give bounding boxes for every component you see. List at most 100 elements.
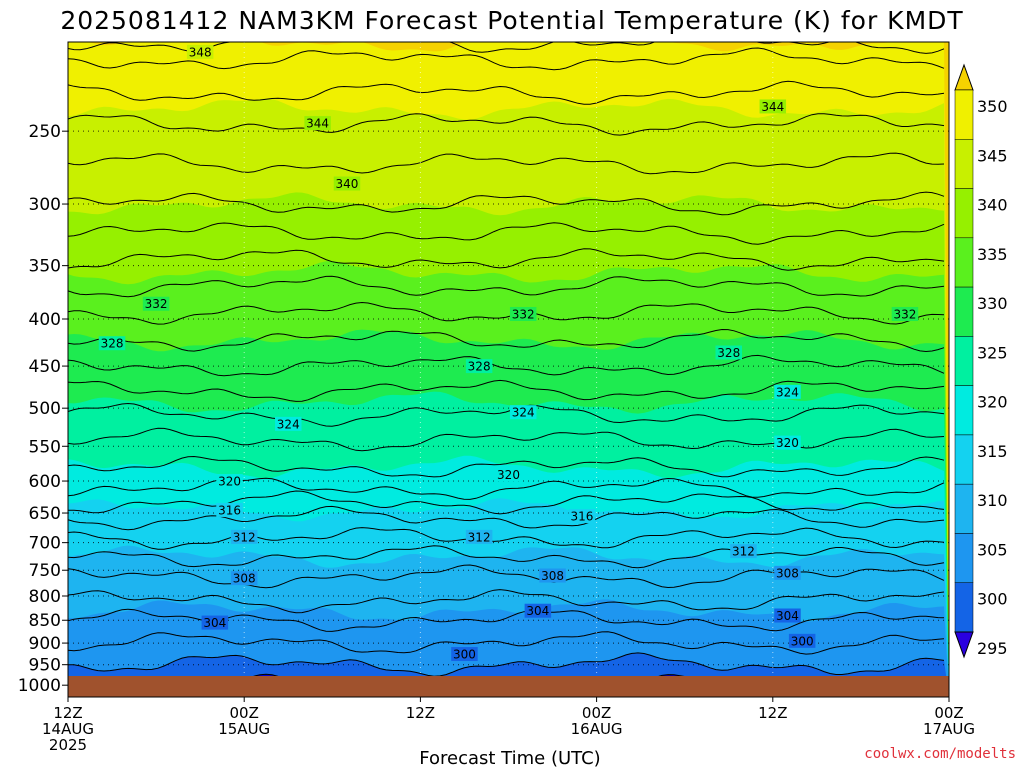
- contour-label: 304: [776, 609, 799, 623]
- contour-label: 316: [570, 510, 593, 524]
- contour-label-bg: [759, 99, 787, 114]
- x-tick-label: 14AUG: [42, 720, 94, 738]
- chart-title: 2025081412 NAM3KM Forecast Potential Tem…: [60, 6, 963, 35]
- contour-line: [68, 80, 945, 105]
- contour-label-bg: [539, 568, 566, 583]
- x-tick-label: 2025: [49, 736, 87, 754]
- contour-line: [68, 152, 945, 175]
- contour-label: 300: [453, 648, 476, 662]
- y-tick-label: 850: [29, 611, 61, 631]
- contour-label-bg: [216, 502, 243, 517]
- colorbar-tick-label: 310: [977, 491, 1008, 510]
- contour-line: [68, 42, 945, 54]
- y-tick-label: 1000: [18, 676, 61, 696]
- colorbar-swatch: [954, 336, 974, 386]
- colorbar-tick-label: 345: [977, 146, 1008, 165]
- contour-label: 320: [776, 436, 799, 450]
- y-tick-label: 250: [29, 122, 61, 142]
- contour-label: 332: [145, 297, 168, 311]
- contour-labels: 348 344 344 340 332 332 332 328 328 328 324 324 324 3…: [98, 44, 919, 662]
- contour-label-bg: [333, 176, 361, 191]
- colorbar-swatch: [954, 582, 974, 633]
- contour-label-bg: [465, 529, 493, 544]
- contour-label-bg: [495, 467, 522, 482]
- contour-label: 320: [218, 475, 241, 489]
- colorbar-swatch: [954, 533, 974, 583]
- contour-line: [68, 47, 945, 71]
- colorbar-swatch: [954, 139, 974, 189]
- contour-label: 324: [512, 406, 535, 420]
- colorbar-swatch: [954, 483, 974, 534]
- contour-label-bg: [465, 359, 493, 374]
- contour-label: 316: [218, 503, 241, 517]
- contour-line: [68, 379, 945, 402]
- x-tick-label: 00Z: [582, 704, 611, 722]
- y-tick-label: 700: [29, 534, 61, 554]
- colorbar: 350 345 340 335 330 325 320 315 310 305 300 295: [954, 63, 1008, 659]
- x-tick-label: 15AUG: [218, 720, 270, 738]
- colorbar-swatch: [954, 286, 974, 337]
- contour-label-bg: [774, 565, 801, 580]
- contour-label-bg: [98, 336, 126, 351]
- contour-label: 328: [468, 360, 491, 374]
- y-tick-label: 550: [29, 437, 61, 457]
- plot-area: 348 344 344 340 332 332 332 328 328 328 324 324 324 3…: [68, 42, 949, 697]
- contour-label-bg: [788, 633, 816, 648]
- y-tick-label: 750: [29, 561, 61, 581]
- colorbar-swatch: [954, 237, 974, 288]
- contour-label-bg: [142, 296, 170, 311]
- contour-label-bg: [186, 44, 214, 59]
- contour-label-bg: [509, 306, 537, 321]
- contour-label-bg: [774, 384, 801, 399]
- contour-label: 332: [512, 307, 535, 321]
- contour-line: [68, 222, 945, 245]
- contour-line: [68, 275, 945, 298]
- contour-label-bg: [201, 615, 229, 630]
- contour-label-bg: [730, 544, 757, 559]
- contour-label: 312: [468, 530, 491, 544]
- x-tick-label: 00Z: [934, 704, 963, 722]
- y-tick-label: 900: [29, 634, 61, 654]
- y-tick-label: 800: [29, 587, 61, 607]
- contour-label: 324: [277, 417, 300, 431]
- x-tick-label: 00Z: [230, 704, 259, 722]
- contour-label-bg: [230, 529, 258, 544]
- contour-label-bg: [774, 608, 801, 623]
- y-tick-label: 450: [29, 357, 61, 377]
- x-tick-label: 12Z: [53, 704, 82, 722]
- contour-line: [68, 631, 945, 655]
- ground-surface: [68, 676, 949, 697]
- colorbar-tick-label: 295: [977, 639, 1008, 658]
- colorbar-tick-label: 315: [977, 442, 1008, 461]
- y-axis: 250 300 350 400 450 500 550 600 650 700 750 800 850 9…: [18, 122, 68, 696]
- contour-label-bg: [230, 571, 258, 586]
- colorbar-tick-label: 300: [977, 590, 1008, 609]
- contour-label: 312: [732, 545, 755, 559]
- y-tick-label: 300: [29, 195, 61, 215]
- contour-label: 308: [776, 566, 799, 580]
- colorbar-swatch: [954, 188, 974, 239]
- x-axis-label: Forecast Time (UTC): [419, 748, 600, 768]
- y-tick-label: 350: [29, 257, 61, 277]
- colorbar-tick-label: 340: [977, 196, 1008, 215]
- contour-label: 308: [541, 569, 564, 583]
- contour-label: 348: [189, 45, 212, 59]
- contour-line: [68, 248, 945, 271]
- contour-label-bg: [891, 306, 919, 321]
- contour-label: 304: [526, 604, 549, 618]
- contour-label: 324: [776, 385, 799, 399]
- colorbar-arrow-top: [954, 63, 974, 91]
- contour-line: [68, 301, 945, 325]
- contour-label-bg: [304, 116, 331, 131]
- contour-label: 308: [233, 572, 256, 586]
- contour-label: 328: [717, 346, 740, 360]
- contour-label: 320: [497, 468, 520, 482]
- contour-line: [68, 545, 945, 569]
- colorbar-swatch: [954, 89, 974, 140]
- colorbar-tick-label: 325: [977, 343, 1008, 362]
- contour-label-bg: [509, 405, 537, 420]
- colorbar-arrow-bottom: [954, 631, 974, 659]
- contour-line: [68, 354, 945, 377]
